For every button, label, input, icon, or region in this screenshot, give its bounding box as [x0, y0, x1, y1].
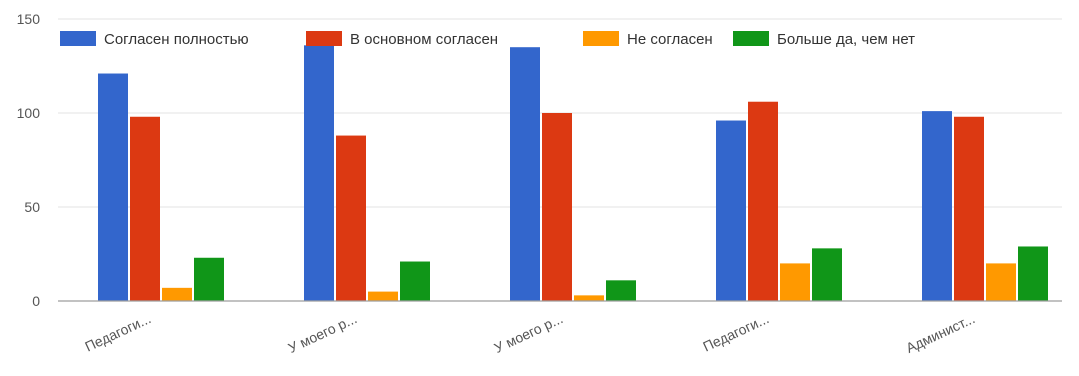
legend-label: В основном согласен — [350, 31, 498, 48]
bar-series0-cat0[interactable] — [98, 73, 128, 302]
y-tick-label: 0 — [32, 293, 40, 309]
bar-series3-cat1[interactable] — [400, 261, 430, 301]
bars — [98, 45, 1048, 302]
bar-series0-cat3[interactable] — [716, 120, 746, 302]
legend-label: Больше да, чем нет — [777, 31, 915, 48]
x-axis-labels: Педагоги... У моего р... У моего р... Педаг… — [82, 310, 977, 356]
bar-series3-cat0[interactable] — [194, 257, 224, 301]
y-tick-label: 100 — [17, 105, 41, 121]
x-category-label: Педагоги... — [82, 310, 153, 354]
y-tick-label: 50 — [24, 199, 40, 215]
x-category-label: У моего р... — [492, 310, 566, 356]
legend-swatch — [306, 31, 342, 46]
legend-swatch — [60, 31, 96, 46]
bar-series0-cat4[interactable] — [922, 111, 952, 302]
legend-label: Не согласен — [627, 31, 713, 48]
legend-swatch — [733, 31, 769, 46]
bar-series1-cat3[interactable] — [748, 101, 778, 301]
legend-item-2[interactable]: Не согласен — [583, 31, 713, 48]
legend: Согласен полностью В основном согласен Не … — [60, 31, 915, 48]
bar-series3-cat3[interactable] — [812, 248, 842, 301]
x-category-label: У моего р... — [286, 310, 360, 356]
legend-label: Согласен полностью — [104, 31, 249, 48]
bar-series2-cat4[interactable] — [986, 263, 1016, 301]
y-tick-label: 150 — [17, 11, 41, 27]
bar-series1-cat1[interactable] — [336, 135, 366, 301]
legend-swatch — [583, 31, 619, 46]
legend-item-1[interactable]: В основном согласен — [306, 31, 498, 48]
bar-series1-cat2[interactable] — [542, 113, 572, 301]
bar-series0-cat2[interactable] — [510, 47, 540, 302]
legend-item-3[interactable]: Больше да, чем нет — [733, 31, 915, 48]
x-category-label: Педагоги... — [700, 310, 771, 354]
bar-series1-cat0[interactable] — [130, 116, 160, 301]
bar-series3-cat2[interactable] — [606, 280, 636, 301]
bar-series0-cat1[interactable] — [304, 45, 334, 301]
legend-item-0[interactable]: Согласен полностью — [60, 31, 249, 48]
bar-series1-cat4[interactable] — [954, 116, 984, 301]
x-category-label: Админист... — [903, 310, 977, 356]
bar-series3-cat4[interactable] — [1018, 246, 1048, 301]
bar-series2-cat1[interactable] — [368, 291, 398, 301]
bar-series2-cat0[interactable] — [162, 287, 192, 301]
bar-series2-cat2[interactable] — [574, 295, 604, 301]
y-axis-ticks: 0 50 100 150 — [17, 11, 41, 309]
bar-series2-cat3[interactable] — [780, 263, 810, 301]
